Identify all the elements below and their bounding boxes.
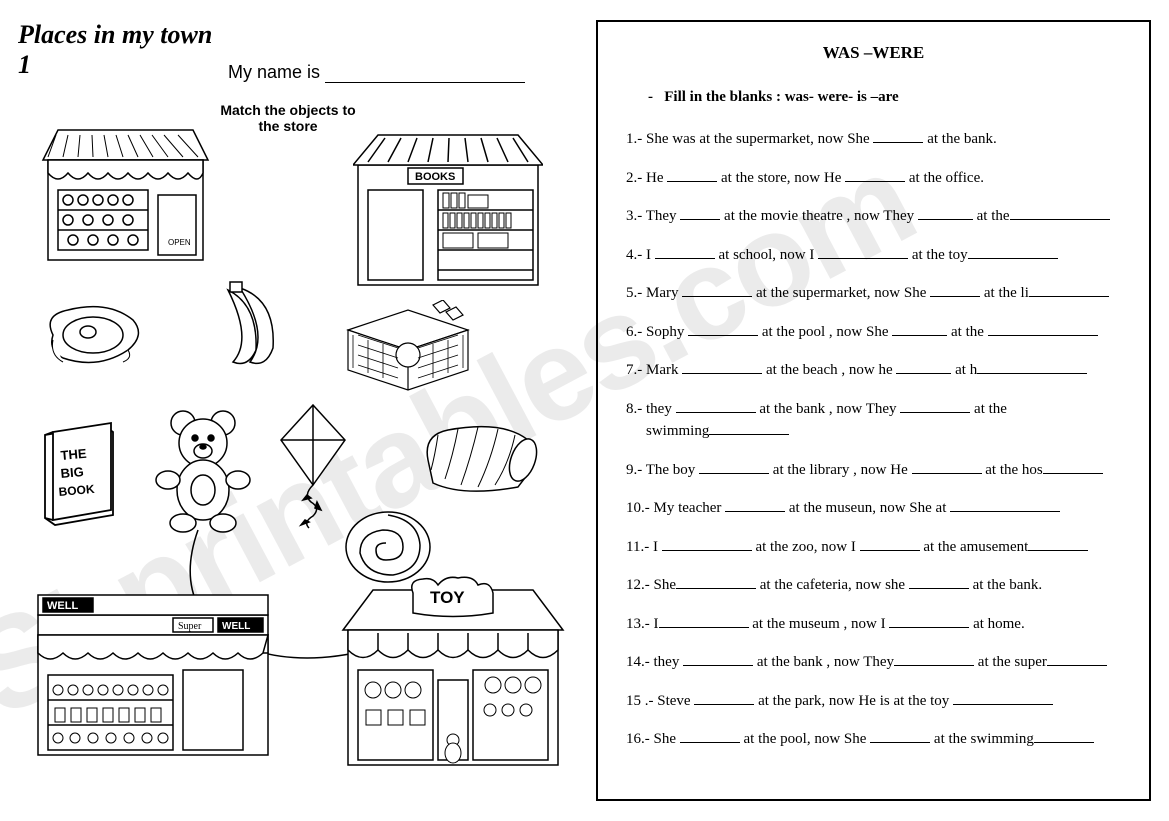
- well2-sign-text: WELL: [222, 621, 250, 632]
- boardgame-icon: [338, 300, 478, 400]
- teddy-bear-icon: [148, 405, 258, 535]
- question-list: 1.- She was at the supermarket, now She …: [620, 128, 1127, 751]
- toy-shop-icon: TOY: [338, 575, 568, 770]
- question-15: 15 .- Steve at the park, now He is at th…: [626, 690, 1127, 713]
- toy-sign-text: TOY: [430, 588, 465, 607]
- steak-icon: [38, 300, 148, 375]
- question-10: 10.- My teacher at the museun, now She a…: [626, 497, 1127, 520]
- book-text-2: BIG: [60, 464, 84, 481]
- question-14: 14.- they at the bank , now They at the …: [626, 651, 1127, 674]
- question-13: 13.- I at the museum , now I at home.: [626, 613, 1127, 636]
- question-12: 12.- She at the cafeteria, now she at th…: [626, 574, 1127, 597]
- exercise-instruction: - Fill in the blanks : was- were- is –ar…: [648, 86, 1127, 109]
- open-sign-text: OPEN: [168, 238, 191, 247]
- question-3: 3.- They at the movie theatre , now They…: [626, 205, 1127, 228]
- bananas-icon: [198, 280, 288, 375]
- name-label: My name is: [228, 62, 320, 82]
- worksheet-page: Places in my town 1 My name is Match the…: [0, 0, 1169, 821]
- question-2: 2.- He at the store, now He at the offic…: [626, 167, 1127, 190]
- question-11: 11.- I at the zoo, now I at the amusemen…: [626, 536, 1127, 559]
- question-7: 7.- Mark at the beach , now he at h: [626, 359, 1127, 382]
- well-sign-text: WELL: [47, 600, 78, 612]
- book-shop-icon: BOOKS: [353, 130, 543, 290]
- book-icon: THE BIG BOOK: [33, 420, 128, 530]
- question-1: 1.- She was at the supermarket, now She …: [626, 128, 1127, 151]
- matching-instruction: Match the objects to the store: [218, 102, 358, 134]
- worksheet-title: Places in my town 1: [18, 20, 218, 80]
- bread-icon: [413, 415, 543, 500]
- question-4: 4.- I at school, now I at the toy: [626, 244, 1127, 267]
- fruit-shop-icon: OPEN: [38, 115, 213, 265]
- question-6: 6.- Sophy at the pool , now She at the: [626, 321, 1127, 344]
- right-panel: WAS –WERE - Fill in the blanks : was- we…: [596, 20, 1151, 801]
- exercise-title: WAS –WERE: [620, 40, 1127, 66]
- name-blank[interactable]: [325, 69, 525, 83]
- name-field: My name is: [228, 62, 525, 83]
- question-5: 5.- Mary at the supermarket, now She at …: [626, 282, 1127, 305]
- question-9: 9.- The boy at the library , now He at t…: [626, 459, 1127, 482]
- book-text-1: THE: [60, 446, 88, 463]
- books-sign-text: BOOKS: [415, 171, 455, 183]
- left-panel: Places in my town 1 My name is Match the…: [18, 20, 578, 801]
- question-8: 8.- they at the bank , now They at thesw…: [626, 398, 1127, 443]
- super-sign-text: Super: [178, 621, 202, 632]
- supermarket-icon: WELL Super WELL: [33, 590, 273, 760]
- question-16: 16.- She at the pool, now She at the swi…: [626, 728, 1127, 751]
